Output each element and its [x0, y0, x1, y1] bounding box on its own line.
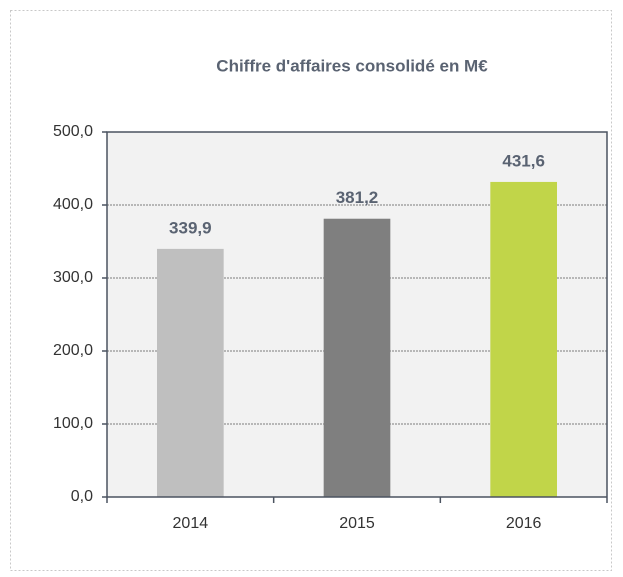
- y-tick-label: 0,0: [71, 488, 93, 505]
- marks: 339,9 381,2 431,6: [157, 151, 557, 497]
- y-tick-label: 300,0: [53, 269, 93, 286]
- chart-title: Chiffre d'affaires consolidé en M€: [216, 56, 488, 75]
- y-tick-label: 400,0: [53, 196, 93, 213]
- y-tick-label: 200,0: [53, 342, 93, 359]
- y-tick-label: 500,0: [53, 123, 93, 140]
- bar: [157, 248, 224, 497]
- x-tick-label: 2015: [339, 515, 375, 532]
- axis: 0,0 100,0 200,0 300,0 400,0 500,0 2014 2015 2016: [53, 123, 608, 532]
- value-label: 339,9: [169, 218, 212, 237]
- x-tick-label: 2014: [173, 515, 209, 532]
- x-tick-label: 2016: [506, 515, 542, 532]
- value-label: 431,6: [502, 151, 545, 170]
- plot-border: [106, 131, 608, 497]
- y-tick-label: 100,0: [53, 415, 93, 432]
- value-label: 381,2: [336, 188, 379, 207]
- bar: [323, 218, 391, 497]
- bar: [490, 181, 557, 497]
